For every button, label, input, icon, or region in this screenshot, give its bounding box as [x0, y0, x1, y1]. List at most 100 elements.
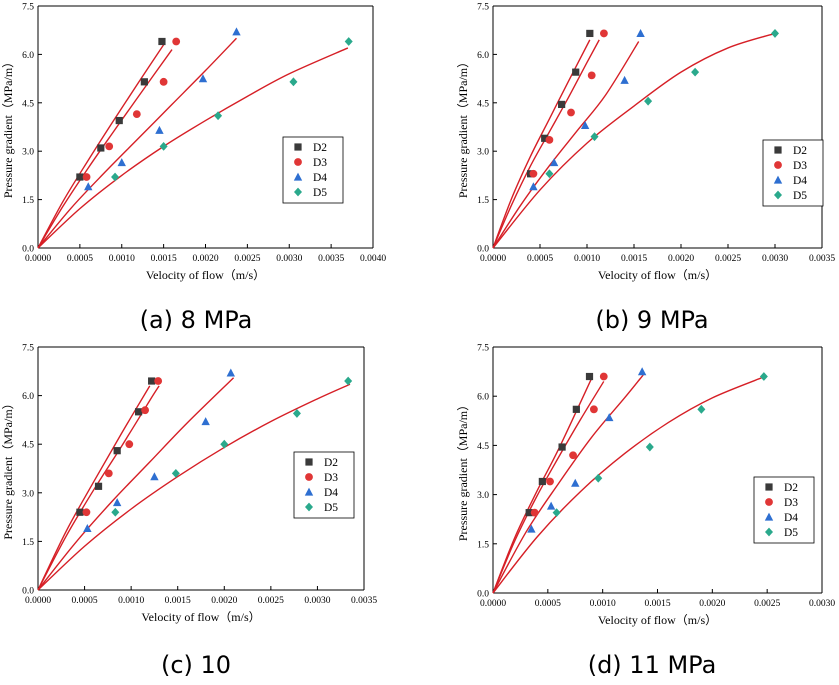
y-axis-title: Pressure gradient（MPa/m）: [456, 399, 470, 541]
x-axis-title: Velocity of flow（m/s）: [146, 268, 265, 282]
legend-marker-d3: [305, 473, 313, 481]
fit-curve-d2: [37, 385, 151, 591]
data-point-d4: [529, 182, 538, 191]
data-point-d5: [545, 169, 554, 179]
legend-label-d2: D2: [313, 142, 327, 154]
legend-label-d4: D4: [793, 175, 807, 187]
y-tick-label: 7.5: [22, 344, 34, 354]
x-tick-label: 0.0025: [234, 254, 260, 264]
x-tick-label: 0.0015: [644, 599, 670, 609]
legend-marker-d3: [774, 161, 782, 169]
data-point-d5: [771, 29, 779, 38]
chart-panel: 0.0 1.5 3.0 4.5 6.0 7.5 0.0000 0.0005 0.0010 0.00…: [1, 3, 386, 335]
x-axis-title: Velocity of flow（m/s）: [598, 268, 717, 282]
x-tick-label: 0.0025: [754, 599, 780, 609]
data-point-d2: [558, 443, 566, 451]
data-point-d3: [125, 440, 134, 449]
legend-label-d4: D4: [313, 172, 327, 184]
data-point-d3: [141, 406, 150, 415]
data-point-d2: [572, 405, 580, 413]
legend: [282, 136, 344, 204]
data-point-d3: [545, 136, 554, 144]
fit-curve-d4: [492, 41, 640, 249]
x-tick-label: 0.0005: [535, 599, 561, 609]
data-point-d2: [525, 509, 533, 517]
data-point-d4: [226, 368, 236, 377]
data-point-d5: [292, 409, 301, 418]
x-tick-label: 0.0030: [762, 254, 788, 264]
data-point-d5: [759, 372, 768, 381]
x-tick-label: 0.0030: [304, 596, 330, 606]
data-point-d3: [546, 477, 554, 486]
data-point-d5: [111, 507, 120, 517]
legend-label-d4: D4: [784, 512, 798, 524]
data-point-d5: [697, 404, 706, 414]
data-point-d2: [572, 68, 580, 76]
data-point-d5: [289, 77, 298, 87]
x-tick-label: 0.0010: [109, 254, 135, 264]
fit-curve-d2: [492, 377, 593, 594]
legend-label-d4: D4: [324, 487, 338, 499]
legend-marker-d5: [765, 527, 773, 537]
data-point-d3: [589, 405, 598, 414]
data-point-d2: [134, 408, 143, 416]
data-point-d2: [541, 134, 549, 142]
data-point-d3: [154, 377, 163, 385]
fit-curve-d3: [37, 49, 173, 249]
fit-curve-d4: [37, 377, 235, 591]
data-point-d3: [569, 451, 577, 460]
legend-marker-d2: [305, 458, 313, 466]
x-tick-label: 0.0000: [480, 254, 506, 264]
x-tick-label: 0.0015: [151, 254, 177, 264]
y-tick-label: 4.5: [477, 99, 489, 109]
data-point-d3: [599, 372, 608, 381]
data-point-d5: [214, 111, 223, 121]
data-point-d5: [594, 473, 603, 483]
data-point-d3: [529, 169, 538, 178]
data-point-d2: [538, 477, 546, 486]
data-point-d3: [82, 173, 91, 181]
x-axis-title: Velocity of flow（m/s）: [598, 613, 717, 627]
x-tick-label: 0.0020: [668, 254, 694, 264]
legend-label-d2: D2: [793, 145, 807, 157]
y-tick-label: 1.5: [477, 540, 489, 550]
panel-caption: (a) 8 MPa: [140, 306, 253, 334]
data-point-d5: [590, 132, 599, 142]
x-tick-label: 0.0025: [258, 596, 284, 606]
y-tick-label: 0.0: [22, 587, 34, 597]
data-point-d5: [159, 141, 168, 151]
data-point-d5: [644, 96, 653, 106]
legend-label-d2: D2: [784, 482, 798, 494]
legend-marker-d2: [294, 143, 302, 151]
legend-marker-d5: [774, 190, 782, 200]
legend-label-d2: D2: [324, 457, 338, 469]
y-tick-label: 1.5: [22, 196, 34, 206]
data-point-d3: [104, 469, 113, 478]
data-point-d3: [530, 508, 539, 517]
fit-curve-d4: [492, 374, 644, 594]
y-tick-label: 6.0: [477, 51, 489, 61]
data-point-d5: [691, 67, 700, 77]
x-tick-label: 0.0020: [699, 599, 725, 609]
x-tick-label: 0.0000: [25, 596, 51, 606]
y-axis-title: Pressure gradient（MPa/m）: [1, 397, 15, 539]
legend-label-d3: D3: [324, 472, 338, 484]
fit-curve-d3: [492, 39, 600, 249]
legend-marker-d2: [774, 146, 782, 154]
data-point-d4: [605, 413, 614, 422]
data-point-d4: [84, 182, 93, 191]
data-point-d4: [571, 478, 580, 487]
data-point-d2: [586, 29, 594, 38]
data-point-d2: [115, 116, 123, 125]
legend-label-d5: D5: [313, 187, 327, 199]
data-point-d4: [201, 417, 210, 426]
y-tick-label: 6.0: [22, 392, 34, 402]
data-point-d4: [150, 472, 159, 481]
y-tick-label: 1.5: [477, 196, 489, 206]
fit-curve-d5: [492, 375, 766, 594]
x-tick-label: 0.0035: [351, 596, 377, 606]
x-tick-label: 0.0000: [480, 599, 506, 609]
y-tick-label: 3.0: [477, 148, 489, 158]
y-tick-label: 3.0: [477, 491, 489, 501]
